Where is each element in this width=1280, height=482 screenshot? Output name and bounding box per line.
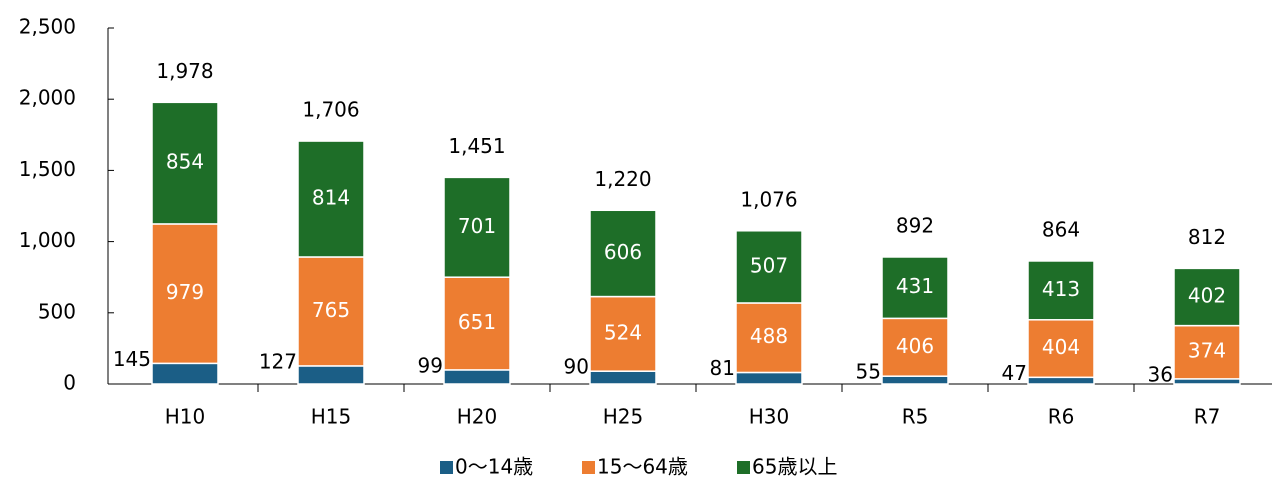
value-label: 701 bbox=[458, 214, 496, 238]
value-label: 979 bbox=[166, 280, 204, 304]
total-label: 812 bbox=[1188, 225, 1226, 249]
x-tick-label: R7 bbox=[1194, 405, 1221, 429]
x-tick-label: R5 bbox=[902, 405, 929, 429]
value-label: 47 bbox=[1002, 361, 1027, 385]
bar-segment bbox=[1027, 319, 1095, 379]
bar-segment bbox=[1027, 376, 1095, 385]
bar-segment bbox=[735, 371, 803, 385]
value-label: 36 bbox=[1148, 362, 1173, 386]
total-label: 892 bbox=[896, 213, 934, 237]
value-label: 145 bbox=[113, 347, 151, 371]
total-label: 1,451 bbox=[448, 134, 505, 158]
bar-segment bbox=[1173, 378, 1241, 385]
value-label: 413 bbox=[1042, 277, 1080, 301]
y-tick-label: 500 bbox=[38, 299, 76, 323]
value-label: 55 bbox=[856, 360, 881, 384]
bar-segment bbox=[881, 375, 949, 385]
bar-segment bbox=[735, 230, 803, 304]
value-label: 127 bbox=[259, 349, 297, 373]
bar-segment bbox=[443, 276, 511, 371]
legend-swatch bbox=[737, 461, 750, 474]
bar-segment bbox=[1173, 267, 1241, 327]
total-label: 864 bbox=[1042, 217, 1080, 241]
bar-segment bbox=[443, 369, 511, 385]
value-label: 99 bbox=[418, 353, 443, 377]
value-label: 431 bbox=[896, 274, 934, 298]
bar-segment bbox=[1027, 260, 1095, 321]
legend-label: 15～64歳 bbox=[597, 455, 688, 479]
total-label: 1,220 bbox=[594, 167, 651, 191]
value-label: 854 bbox=[166, 150, 204, 174]
value-label: 81 bbox=[710, 356, 735, 380]
bar-segment bbox=[589, 209, 657, 298]
value-label: 765 bbox=[312, 298, 350, 322]
y-tick-label: 2,500 bbox=[19, 15, 76, 39]
bar-segment bbox=[297, 140, 365, 258]
legend-label: 0～14歳 bbox=[455, 455, 533, 479]
bar-segment bbox=[881, 256, 949, 320]
bar-segment bbox=[297, 365, 365, 385]
value-label: 524 bbox=[604, 320, 642, 344]
bar-segment bbox=[151, 362, 219, 385]
x-tick-label: R6 bbox=[1048, 405, 1075, 429]
bar-segment bbox=[443, 176, 511, 278]
bar-segment bbox=[151, 101, 219, 225]
value-label: 90 bbox=[564, 355, 589, 379]
value-label: 651 bbox=[458, 310, 496, 334]
y-tick-label: 0 bbox=[63, 371, 76, 395]
y-tick-label: 1,500 bbox=[19, 157, 76, 181]
bar-segment bbox=[589, 370, 657, 385]
x-tick-label: H10 bbox=[165, 405, 206, 429]
value-label: 814 bbox=[312, 186, 350, 210]
value-label: 406 bbox=[896, 334, 934, 358]
total-label: 1,076 bbox=[740, 187, 797, 211]
x-tick-label: H15 bbox=[311, 405, 352, 429]
legend-swatch bbox=[582, 461, 595, 474]
value-label: 488 bbox=[750, 324, 788, 348]
value-label: 402 bbox=[1188, 283, 1226, 307]
total-label: 1,706 bbox=[302, 98, 359, 122]
x-tick-label: H20 bbox=[457, 405, 498, 429]
bar-segment bbox=[151, 223, 219, 365]
x-tick-label: H30 bbox=[749, 405, 790, 429]
total-label: 1,978 bbox=[156, 59, 213, 83]
value-label: 374 bbox=[1188, 339, 1226, 363]
value-label: 404 bbox=[1042, 335, 1080, 359]
x-tick-label: H25 bbox=[603, 405, 644, 429]
value-label: 606 bbox=[604, 240, 642, 264]
value-label: 507 bbox=[750, 253, 788, 277]
legend-swatch bbox=[440, 461, 453, 474]
y-tick-label: 1,000 bbox=[19, 228, 76, 252]
legend-label: 65歳以上 bbox=[752, 455, 837, 479]
y-tick-label: 2,000 bbox=[19, 86, 76, 110]
bar-segment bbox=[1173, 324, 1241, 380]
